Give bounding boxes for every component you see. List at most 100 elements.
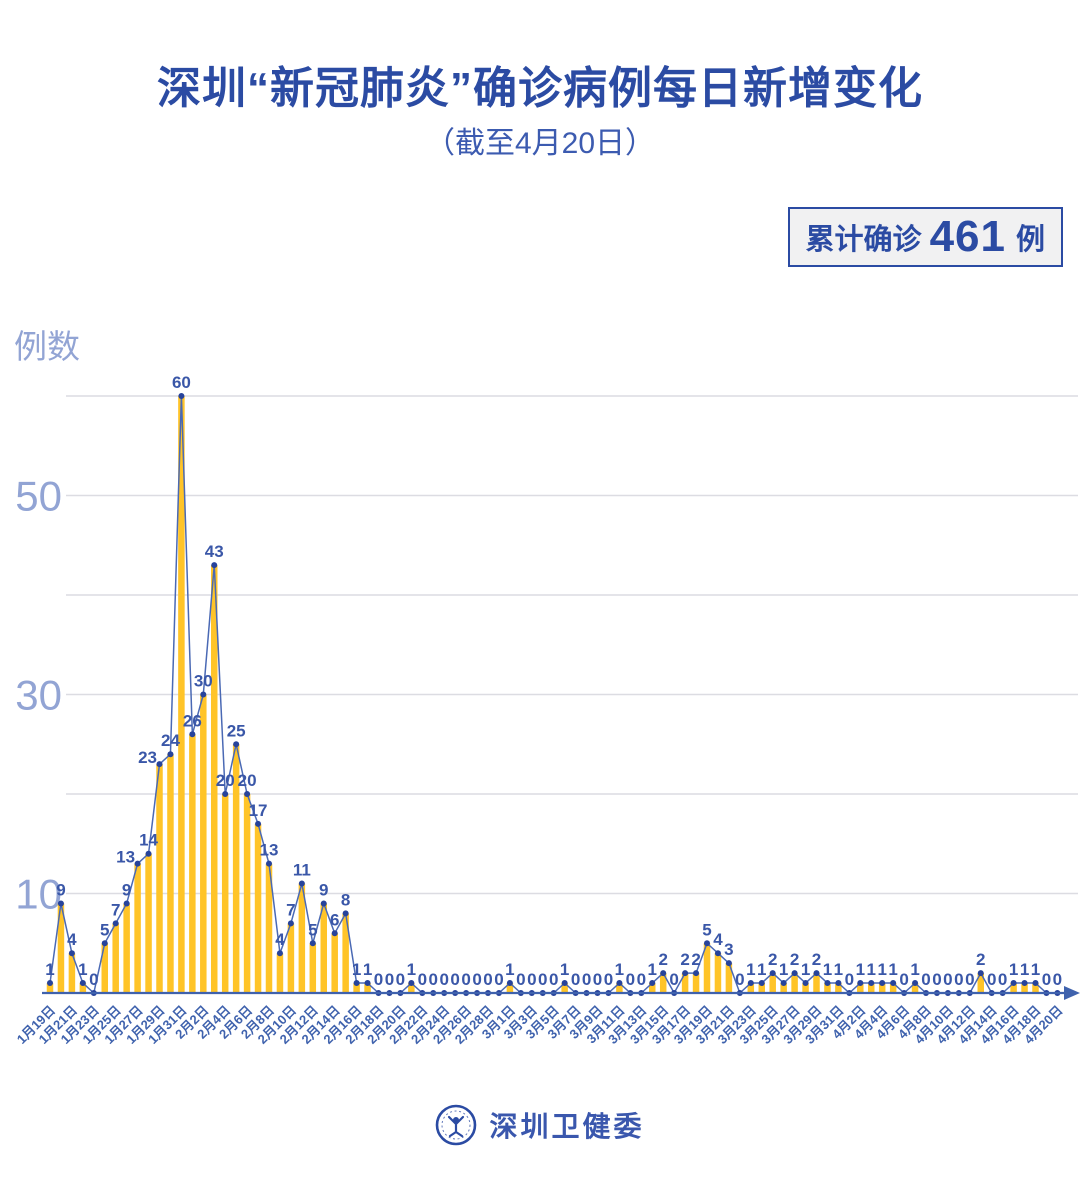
value-label: 7: [286, 900, 295, 919]
daily-bar: [101, 943, 108, 993]
value-label: 20: [216, 771, 235, 790]
value-label: 0: [735, 970, 744, 989]
data-point: [802, 980, 809, 987]
daily-bar: [703, 943, 711, 993]
value-label: 1: [1020, 960, 1029, 979]
value-label: 0: [461, 970, 470, 989]
daily-bar: [287, 923, 295, 993]
bars: [46, 396, 1039, 993]
data-point: [835, 980, 842, 987]
page-subtitle: （截至4月20日）: [424, 127, 656, 160]
data-point: [704, 940, 710, 947]
data-point: [211, 562, 218, 569]
daily-bar: [112, 923, 119, 993]
value-label: 4: [67, 930, 77, 949]
cumulative-total-badge: 累计确诊 461 例: [787, 207, 1063, 267]
daily-bar: [747, 983, 755, 993]
daily-bar: [79, 983, 87, 993]
value-label: 1: [78, 960, 87, 979]
value-label: 1: [1009, 960, 1018, 979]
daily-bar: [824, 983, 831, 993]
data-point: [47, 980, 53, 987]
daily-bar: [692, 973, 700, 993]
data-point: [276, 950, 283, 957]
data-point: [868, 980, 875, 987]
value-label: 1: [648, 960, 657, 979]
data-point: [112, 920, 119, 927]
value-label: 5: [702, 920, 711, 939]
data-point: [649, 980, 656, 987]
daily-bar: [977, 973, 984, 993]
daily-bar: [254, 823, 262, 993]
value-label: 1: [856, 960, 865, 979]
data-point: [408, 980, 415, 987]
data-point: [682, 970, 689, 977]
data-point: [1010, 980, 1017, 987]
badge-unit-label: 例: [1015, 224, 1045, 256]
value-label: 0: [921, 970, 930, 989]
data-point: [780, 980, 787, 987]
value-label: 1: [407, 960, 416, 979]
value-label: 26: [183, 711, 202, 730]
value-label: 60: [172, 373, 191, 392]
value-label: 13: [116, 848, 135, 867]
value-label: 1: [352, 960, 361, 979]
value-label: 1: [505, 960, 514, 979]
value-label: 0: [582, 970, 591, 989]
badge-prefix-label: 累计确诊: [805, 224, 922, 256]
value-label: 6: [330, 910, 339, 929]
data-point: [233, 741, 240, 748]
value-label: 0: [89, 970, 98, 989]
data-point: [791, 970, 798, 977]
data-point: [616, 980, 623, 987]
daily-bar: [353, 983, 360, 993]
chart-svg: 1030501941057913142324602630432025201713…: [14, 373, 1080, 1047]
value-label: 1: [910, 960, 919, 979]
daily-bar: [769, 973, 776, 993]
x-tick-labels: 1月19日1月21日1月23日1月25日1月27日1月29日1月31日2月2日2…: [14, 1003, 1066, 1047]
daily-bar: [298, 883, 306, 993]
value-label: 0: [538, 970, 547, 989]
value-label: 23: [138, 748, 157, 767]
data-point: [156, 761, 163, 768]
daily-bar: [725, 963, 733, 993]
data-point: [879, 980, 886, 987]
data-point: [287, 920, 294, 927]
daily-bar: [232, 744, 240, 993]
daily-bar: [714, 953, 722, 993]
data-point: [660, 970, 667, 977]
value-label: 3: [724, 940, 733, 959]
daily-bar: [408, 983, 415, 993]
page-title: 深圳“新冠肺炎”确诊病例每日新增变化: [157, 64, 923, 113]
value-label: 0: [669, 970, 678, 989]
data-point: [222, 791, 229, 797]
daily-bar: [309, 943, 317, 993]
daily-bar: [649, 983, 656, 993]
data-point: [1032, 980, 1039, 987]
daily-bar: [1021, 983, 1028, 993]
data-point: [561, 980, 568, 987]
value-label: 1: [363, 960, 372, 979]
value-label: 24: [161, 731, 180, 750]
value-label: 17: [249, 801, 268, 820]
value-label: 20: [238, 771, 257, 790]
data-point: [769, 970, 776, 977]
data-point: [747, 980, 754, 987]
value-label: 0: [418, 970, 427, 989]
data-point: [824, 980, 831, 987]
data-point: [912, 980, 919, 987]
value-label: 1: [615, 960, 624, 979]
value-label: 0: [845, 970, 854, 989]
data-point: [758, 980, 765, 987]
value-label: 1: [823, 960, 832, 979]
value-label: 43: [205, 542, 224, 561]
daily-bar: [758, 983, 765, 993]
value-label: 14: [139, 831, 158, 850]
daily-bar: [878, 983, 886, 993]
value-label: 2: [976, 950, 985, 969]
data-point: [714, 950, 721, 957]
value-label: 7: [111, 900, 120, 919]
daily-bar: [342, 913, 349, 993]
data-point: [178, 393, 185, 399]
data-point: [200, 691, 207, 698]
